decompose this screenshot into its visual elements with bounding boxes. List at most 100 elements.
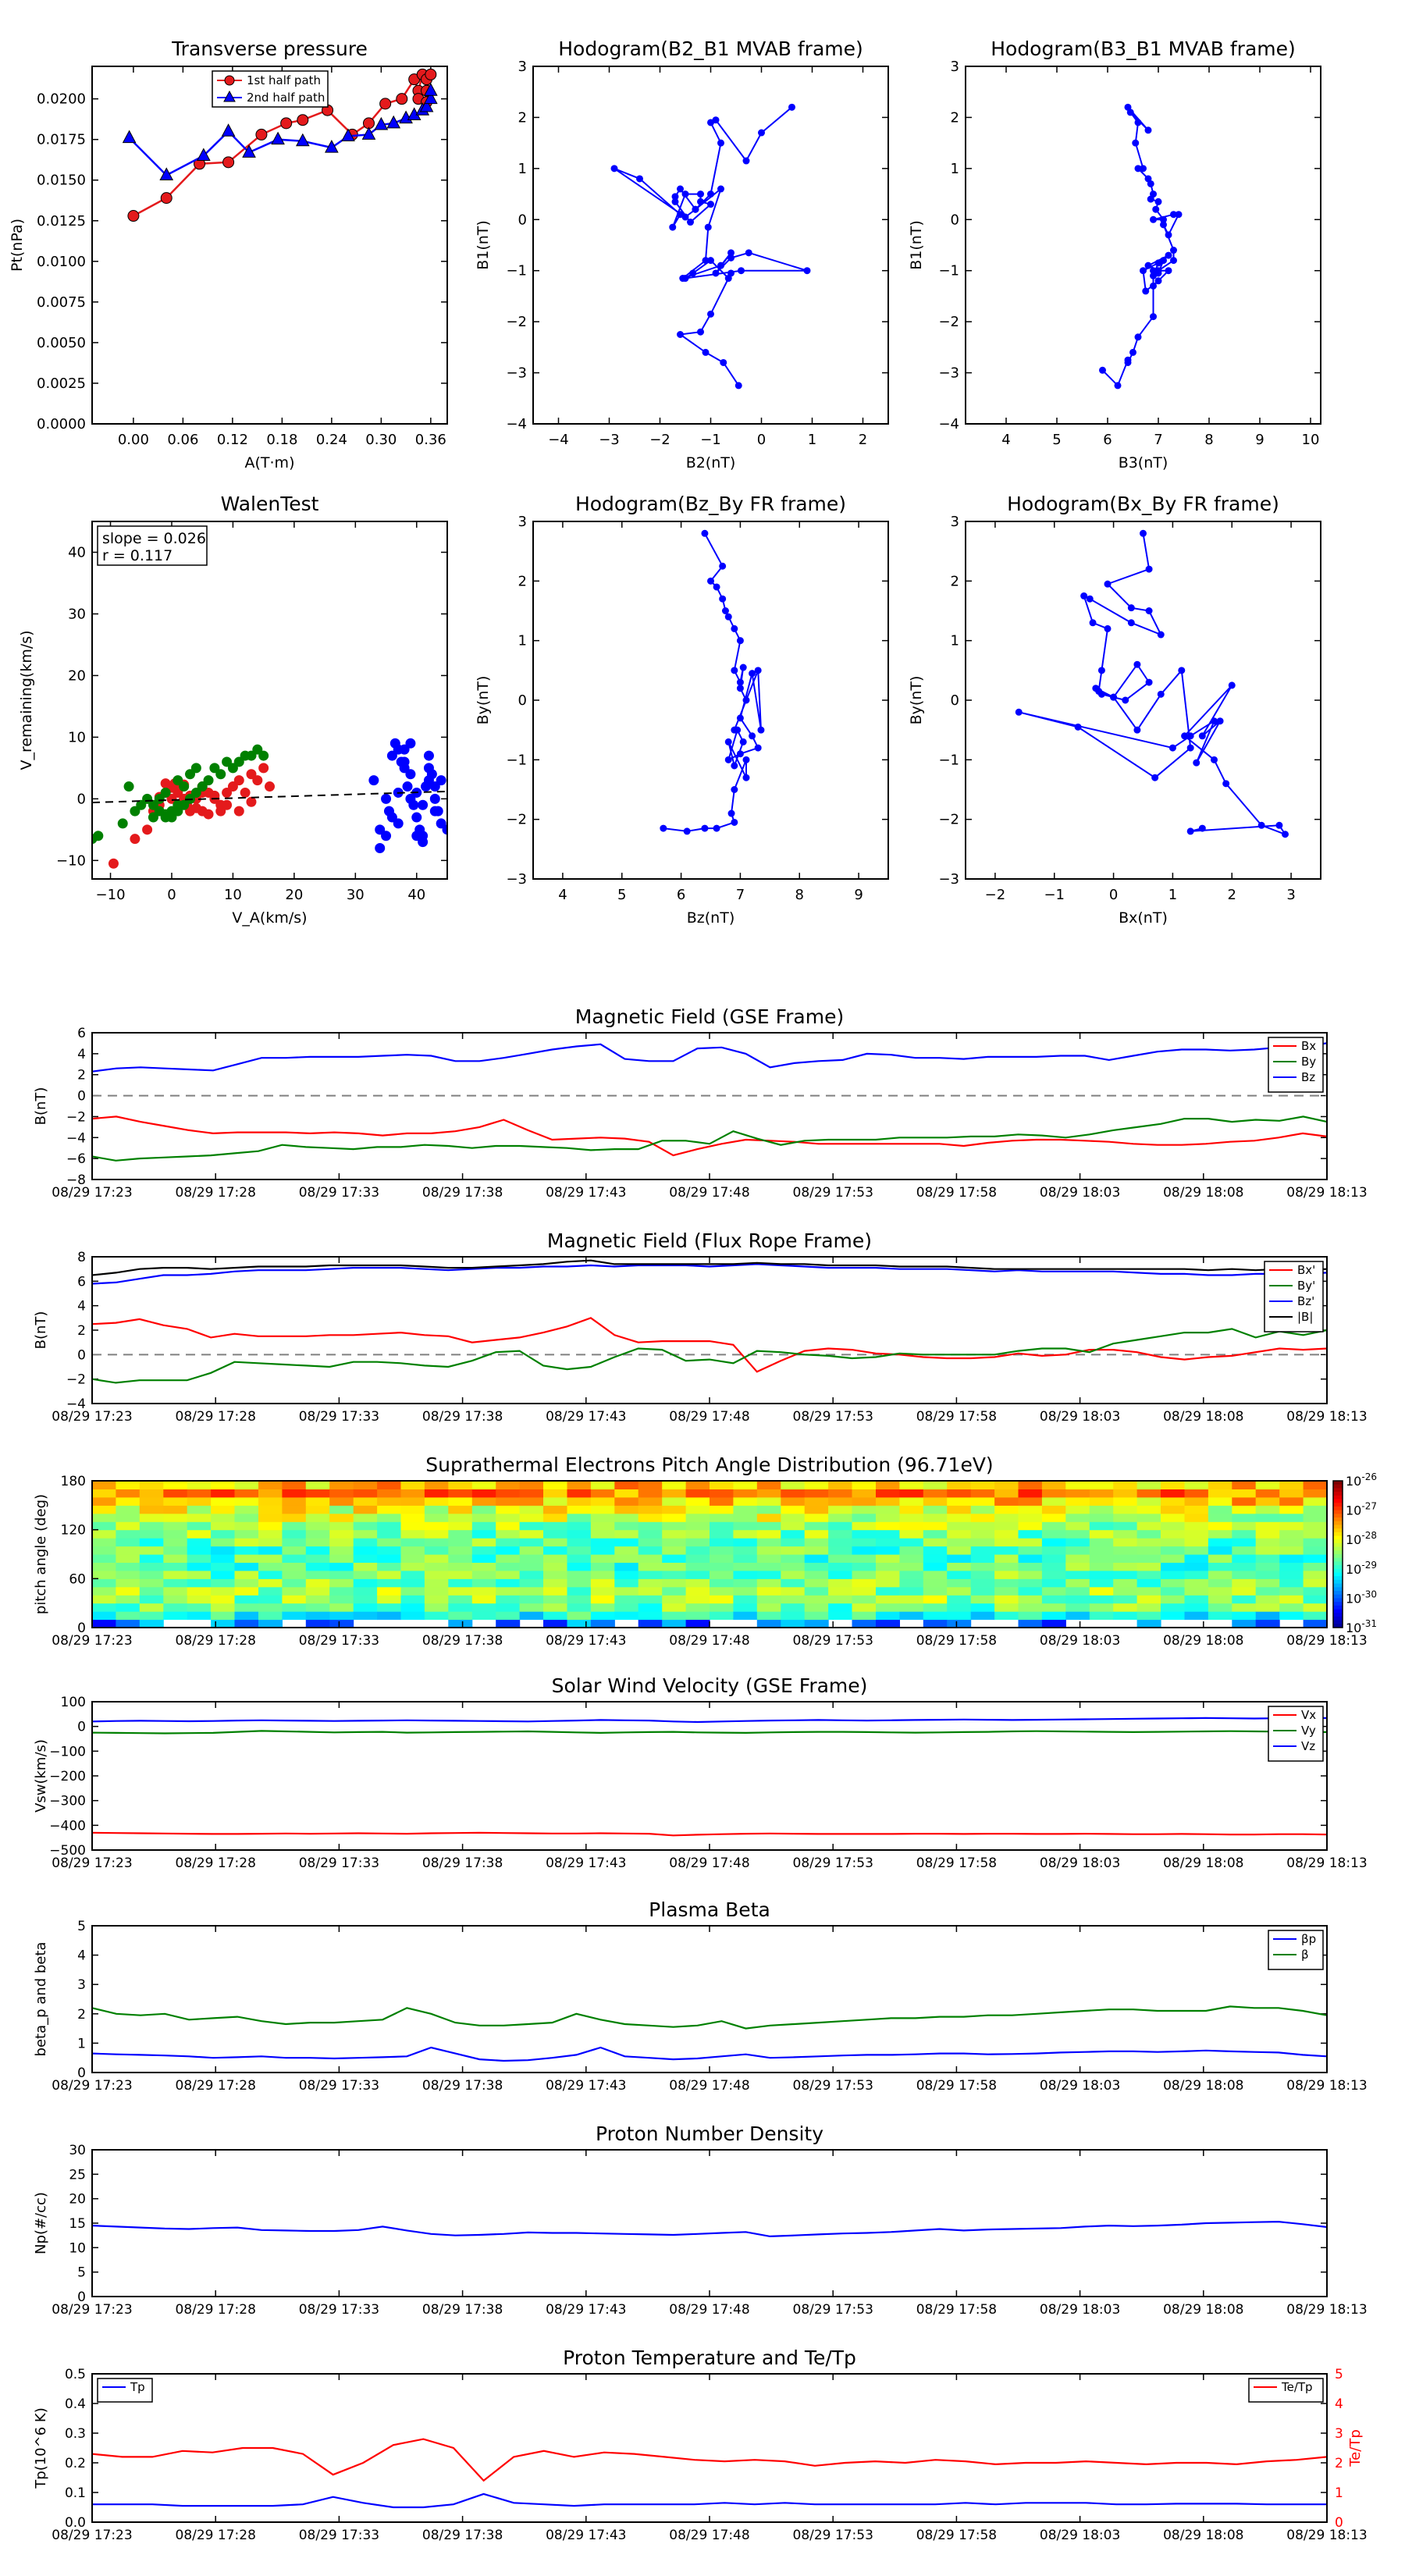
axes-border	[91, 1256, 1328, 1404]
pad-cell	[614, 1505, 639, 1514]
pad-cell	[662, 1521, 687, 1531]
axes-border	[91, 1701, 1328, 1851]
hodo-bz-by-point	[739, 738, 747, 745]
colorbar-cell	[1333, 1609, 1343, 1614]
hodo-b2-b1-point	[717, 185, 724, 193]
y-tick-label: 0	[951, 692, 959, 709]
pad-cell	[1184, 1611, 1209, 1621]
pad-cell	[448, 1554, 473, 1563]
pad-cell	[852, 1546, 877, 1555]
hodo-b2-b1-point	[697, 328, 704, 336]
pad-cell	[1041, 1570, 1066, 1579]
pad-cell	[828, 1513, 853, 1522]
pad-cell	[781, 1611, 806, 1621]
pad-cell	[424, 1603, 449, 1612]
x-tick-label: 08/29 17:43	[546, 1185, 626, 1201]
walen-point	[408, 799, 419, 810]
y-tick-label: 0	[77, 2065, 86, 2081]
hodo-b3-b1-point	[1114, 382, 1122, 390]
pad-cell	[1255, 1595, 1280, 1604]
pad-cell	[329, 1595, 354, 1604]
pad-cell	[234, 1538, 259, 1547]
pad-cell	[876, 1546, 900, 1555]
pad-cell	[804, 1554, 829, 1563]
pad-cell	[567, 1521, 592, 1531]
pad-cell	[471, 1538, 496, 1547]
hodo-b2-b1-point	[707, 119, 714, 126]
pad-cell	[92, 1611, 116, 1621]
pad-cell	[970, 1554, 995, 1563]
pad-cell	[496, 1521, 521, 1531]
pad-cell	[1113, 1570, 1138, 1579]
pad-cell	[1208, 1611, 1232, 1621]
pad-cell	[638, 1586, 663, 1596]
hodo-bx-by-point	[1193, 759, 1200, 767]
hodo-bz-by-point	[731, 786, 738, 793]
pad-cell	[1279, 1562, 1304, 1571]
pad-cell	[1136, 1619, 1161, 1628]
walen-point	[258, 763, 269, 774]
y-tick-label: 8	[77, 1250, 86, 1265]
transverse-pressure-title: Transverse pressure	[171, 37, 368, 60]
legend-label: Te/Tp	[1281, 2380, 1313, 2394]
pad-cell	[282, 1586, 307, 1596]
pad-cell	[1279, 1505, 1304, 1514]
hodo-bz-by-point	[739, 664, 747, 671]
pad-cell	[163, 1578, 188, 1588]
pad-cell	[519, 1611, 544, 1621]
hodo-b3-b1-point	[1132, 139, 1140, 147]
pad-cell	[804, 1489, 829, 1498]
pad-cell	[756, 1521, 781, 1531]
pad-cell	[590, 1538, 615, 1547]
pad-cell	[234, 1489, 259, 1498]
x-tick-label: 08/29 17:53	[793, 2078, 873, 2094]
pad-cell	[1232, 1521, 1257, 1531]
y-tick-label: −2	[938, 314, 959, 330]
hodo-b3-b1-point	[1150, 215, 1157, 223]
walen-xlabel: V_A(km/s)	[232, 909, 307, 927]
pad-cell	[947, 1513, 972, 1522]
pad-cell	[377, 1603, 402, 1612]
pad-cell	[329, 1562, 354, 1571]
pad-cell	[519, 1505, 544, 1514]
x-tick-label: 08/29 17:38	[422, 2528, 503, 2543]
pad-cell	[638, 1562, 663, 1571]
pad-cell	[1136, 1481, 1161, 1489]
pad-cell	[187, 1562, 212, 1571]
pad-cell	[947, 1489, 972, 1498]
pad-cell	[1041, 1603, 1066, 1612]
density-title: Proton Number Density	[596, 2122, 823, 2145]
x-tick-label: 08/29 17:43	[546, 1409, 626, 1425]
pad-cell	[710, 1570, 734, 1579]
pad-cell	[685, 1489, 710, 1498]
pad-cell	[756, 1505, 781, 1514]
colorbar-cell	[1333, 1557, 1343, 1562]
pad-cell	[1303, 1603, 1328, 1612]
x-tick-label: 08/29 17:33	[299, 2528, 379, 2543]
axes-border	[91, 521, 448, 880]
y-tick-label: 0.2	[65, 2456, 86, 2471]
pad-cell	[1161, 1611, 1185, 1621]
pad-cell	[329, 1611, 354, 1621]
hodo-bx-by-point	[1275, 821, 1283, 829]
pad-cell	[424, 1586, 449, 1596]
pad-cell	[662, 1562, 687, 1571]
velocity-series	[91, 1717, 1327, 1724]
pad-cell	[804, 1603, 829, 1612]
pad-cell	[1136, 1554, 1161, 1563]
pad-cell	[852, 1595, 877, 1604]
y-tick-label: 0.0200	[37, 91, 86, 108]
y-tick-label: −200	[49, 1769, 86, 1784]
pad-cell	[353, 1505, 378, 1514]
walen-point	[429, 793, 440, 804]
pad-cell	[899, 1595, 924, 1604]
pad-cell	[567, 1481, 592, 1489]
pad-cell	[756, 1554, 781, 1563]
pad-cell	[710, 1513, 734, 1522]
pad-cell	[116, 1481, 140, 1489]
temperature-ylabel-right: Te/Tp	[1347, 2429, 1364, 2467]
walen-fit-line	[92, 790, 447, 804]
velocity-panel: Solar Wind Velocity (GSE Frame)08/29 17:…	[33, 1674, 1368, 1871]
pad-cell	[187, 1489, 212, 1498]
axes-border	[91, 2373, 1328, 2523]
